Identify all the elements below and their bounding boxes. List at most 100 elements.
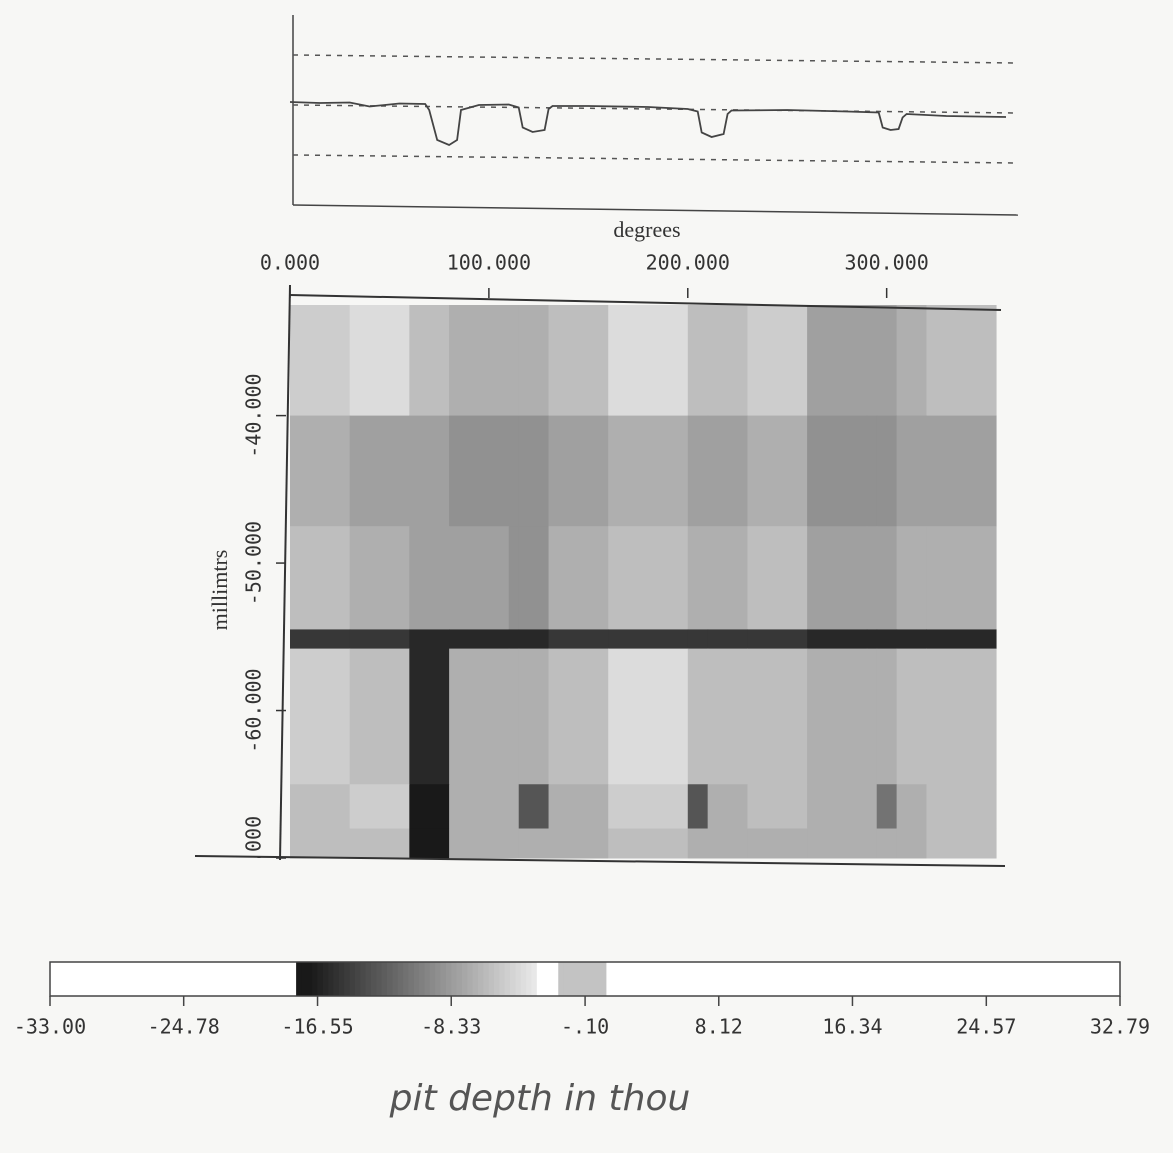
colorbar-swatch xyxy=(1002,962,1009,996)
colorbar-swatch xyxy=(740,962,746,996)
colorbar-swatch xyxy=(772,962,778,996)
colorbar-swatch xyxy=(970,962,976,996)
colorbar-tick-label: 16.34 xyxy=(822,1015,882,1039)
heatmap-cell xyxy=(548,648,609,785)
heatmap-cell xyxy=(518,415,550,527)
colorbar-swatch xyxy=(938,962,944,996)
heatmap-cell xyxy=(747,828,808,859)
colorbar-swatch xyxy=(627,962,634,996)
heatmap-cell xyxy=(409,415,450,527)
colorbar-swatch xyxy=(114,962,120,996)
colorbar-swatch xyxy=(729,962,736,996)
heatmap-cell xyxy=(290,305,351,417)
heatmap-cell xyxy=(548,305,609,417)
colorbar-swatch xyxy=(306,962,313,996)
colorbar-swatch xyxy=(1071,962,1078,996)
colorbar-swatch xyxy=(301,962,308,996)
reference-line xyxy=(292,104,1019,114)
x-axis xyxy=(289,294,1002,311)
heatmap-cell xyxy=(349,629,410,650)
colorbar-swatch xyxy=(531,962,538,996)
colorbar-swatch xyxy=(697,962,704,996)
heatmap-cell xyxy=(747,648,808,785)
colorbar-swatch xyxy=(173,962,179,996)
heatmap-cell xyxy=(896,784,927,830)
heatmap-cell xyxy=(866,648,878,785)
colorbar-swatch xyxy=(274,962,281,996)
heatmap-cell xyxy=(687,305,709,417)
colorbar-swatch xyxy=(932,962,939,996)
colorbar-swatch xyxy=(515,962,522,996)
heatmap-cell xyxy=(508,648,520,785)
heatmap-cell xyxy=(687,526,709,630)
colorbar-swatch xyxy=(590,962,597,996)
colorbar-swatch xyxy=(55,962,62,996)
colorbar-swatch xyxy=(825,962,832,996)
colorbar-swatch xyxy=(66,962,72,996)
heatmap-cell xyxy=(866,828,878,859)
heatmap-cell xyxy=(747,305,808,417)
colorbar-swatch xyxy=(638,962,645,996)
colorbar-swatch xyxy=(221,962,227,996)
heatmap-cell xyxy=(866,629,878,650)
heatmap-cell xyxy=(876,648,898,785)
colorbar-tick-label: -33.00 xyxy=(14,1015,86,1039)
colorbar-swatch xyxy=(205,962,211,996)
heatmap-cell xyxy=(747,629,808,650)
colorbar-swatch xyxy=(376,962,383,996)
colorbar-swatch xyxy=(1023,962,1030,996)
colorbar-swatch xyxy=(665,962,671,996)
heatmap-cell xyxy=(866,784,878,830)
colorbar-tick-label: 24.57 xyxy=(956,1015,1016,1039)
colorbar-swatch xyxy=(322,962,329,996)
colorbar-swatch xyxy=(761,962,768,996)
heatmap-cell xyxy=(926,784,997,830)
colorbar-swatch xyxy=(472,962,479,996)
colorbar-swatch xyxy=(60,962,67,996)
y-tick-label: -70.000 xyxy=(242,816,266,900)
heatmap-cell xyxy=(707,526,748,630)
colorbar-swatch xyxy=(686,962,693,996)
colorbar-swatch xyxy=(242,962,249,996)
heatmap-cell xyxy=(349,828,410,859)
colorbar-swatch xyxy=(568,962,575,996)
heatmap-cell xyxy=(876,784,898,830)
heatmap-cell xyxy=(926,526,997,630)
colorbar-swatch xyxy=(124,962,131,996)
colorbar-swatch xyxy=(526,962,532,996)
colorbar-swatch xyxy=(237,962,243,996)
colorbar-swatch xyxy=(226,962,233,996)
heatmap-cell xyxy=(548,784,609,830)
heatmap-cell xyxy=(449,629,510,650)
colorbar-swatch xyxy=(820,962,827,996)
colorbar-swatch xyxy=(911,962,918,996)
colorbar-swatch xyxy=(264,962,270,996)
colorbar-swatch xyxy=(841,962,848,996)
heatmap-cell xyxy=(608,648,689,785)
colorbar-swatch xyxy=(1103,962,1110,996)
reference-line xyxy=(292,154,1019,164)
heatmap-cell xyxy=(876,415,898,527)
colorbar-swatch xyxy=(82,962,88,996)
heatmap-cell xyxy=(707,415,748,527)
colorbar-tick-label: -24.78 xyxy=(148,1015,220,1039)
colorbar-swatch xyxy=(889,962,896,996)
colorbar-swatch xyxy=(857,962,864,996)
heatmap-cell xyxy=(866,415,878,527)
colorbar-tick-label: 8.12 xyxy=(695,1015,743,1039)
colorbar-swatch xyxy=(986,962,992,996)
colorbar-swatch xyxy=(440,962,447,996)
colorbar-swatch xyxy=(959,962,966,996)
colorbar-swatch xyxy=(927,962,934,996)
heatmap-cell xyxy=(548,526,609,630)
colorbar-swatch xyxy=(991,962,998,996)
colorbar-swatch xyxy=(900,962,907,996)
colorbar-swatch xyxy=(574,962,581,996)
colorbar-swatch xyxy=(140,962,147,996)
colorbar-swatch xyxy=(1045,962,1051,996)
y-tick-label: -50.000 xyxy=(242,521,266,605)
colorbar-swatch xyxy=(210,962,217,996)
colorbar-swatch xyxy=(215,962,222,996)
colorbar-swatch xyxy=(403,962,409,996)
